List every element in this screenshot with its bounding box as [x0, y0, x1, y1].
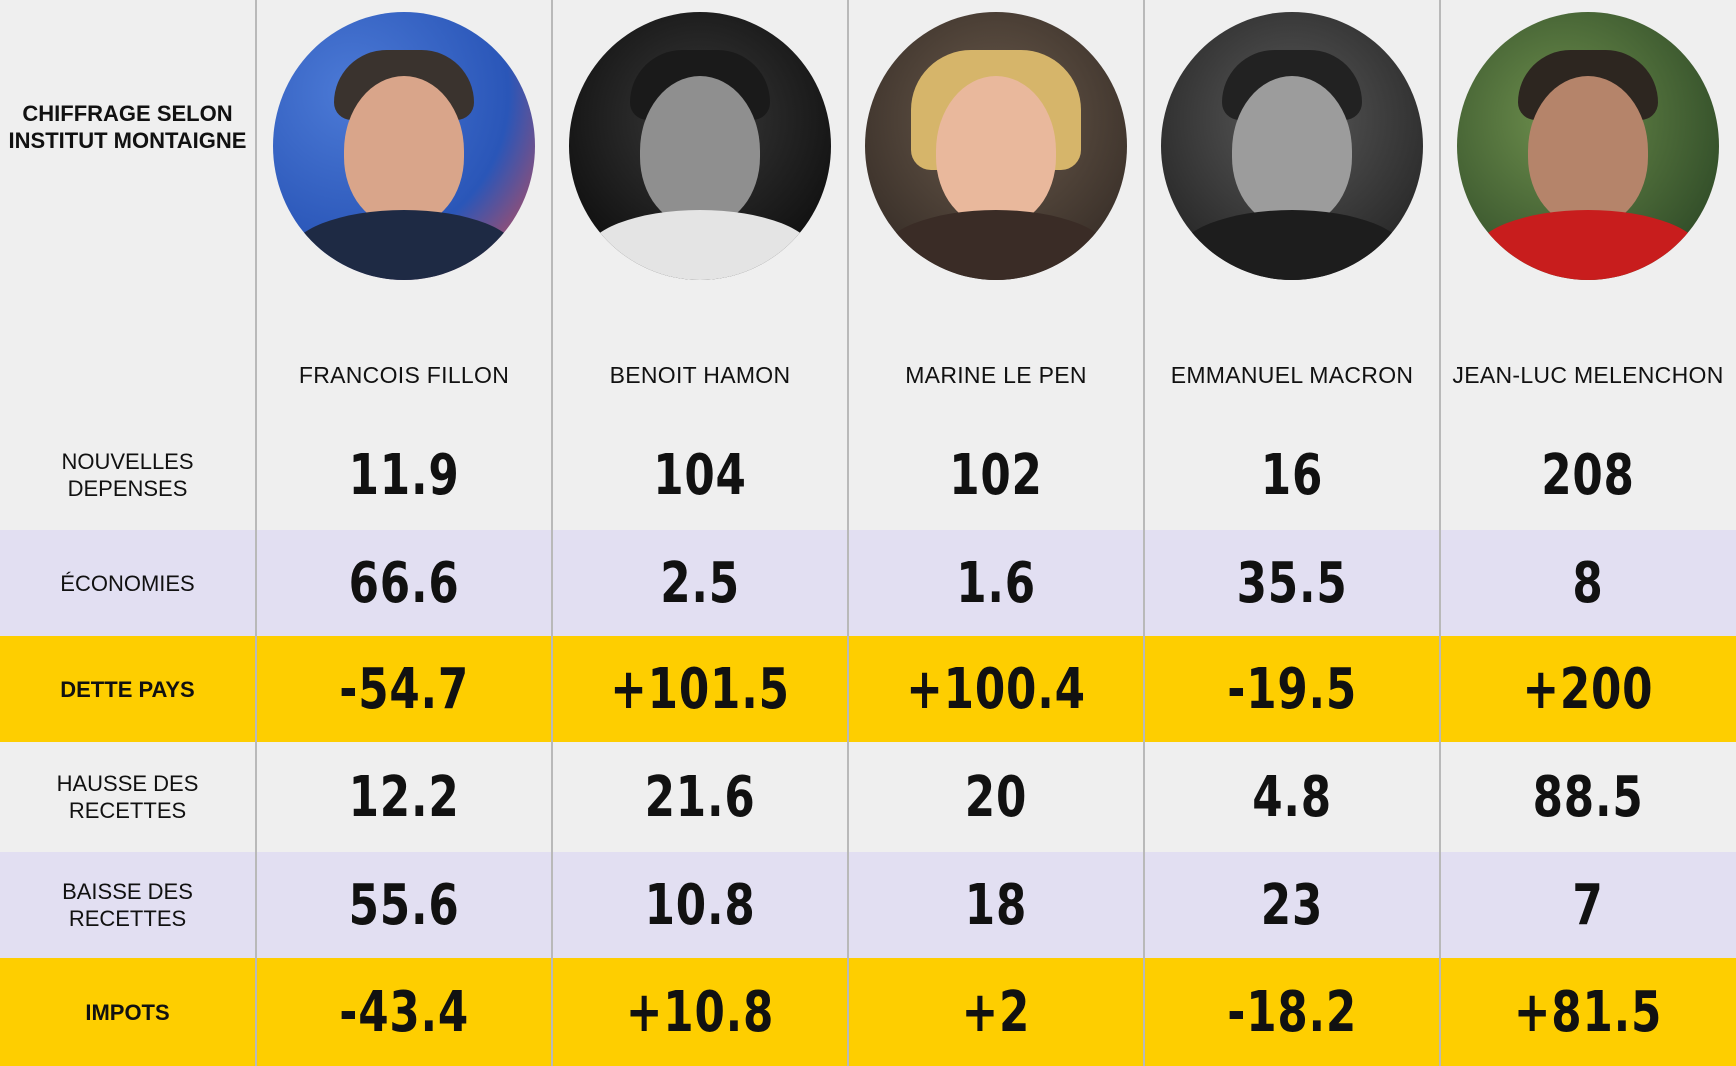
- value-cell: 16: [1260, 442, 1324, 508]
- candidate-column-header: JEAN-LUC MELENCHON: [1439, 0, 1735, 420]
- candidate-photo: [1161, 12, 1423, 280]
- value-cell: 21.6: [644, 764, 756, 830]
- value-cell: 18: [964, 872, 1028, 938]
- table-title: CHIFFRAGE SELON INSTITUT MONTAIGNE: [8, 101, 247, 153]
- value-cell: +81.5: [1513, 979, 1663, 1045]
- candidate-photo: [1457, 12, 1719, 280]
- candidate-column-header: BENOIT HAMON: [551, 0, 847, 420]
- value-cell: 12.2: [348, 764, 460, 830]
- value-cell: -54.7: [339, 656, 469, 722]
- value-cell: 55.6: [348, 872, 460, 938]
- value-cell: +200: [1522, 656, 1654, 722]
- value-cell: 11.9: [348, 442, 460, 508]
- value-cell: +10.8: [625, 979, 775, 1045]
- row-label: ÉCONOMIES: [60, 570, 195, 596]
- value-cell: 104: [653, 442, 747, 508]
- row-label: IMPOTS: [85, 999, 170, 1025]
- value-cell: 35.5: [1236, 550, 1348, 616]
- candidate-column-header: FRANCOIS FILLON: [255, 0, 551, 420]
- table-row: ÉCONOMIES 66.6 2.5 1.6 35.5 8: [0, 530, 1736, 636]
- value-cell: +101.5: [610, 656, 790, 722]
- value-cell: 66.6: [348, 550, 460, 616]
- row-label: HAUSSE DES RECETTES: [56, 771, 199, 823]
- table-row: BAISSE DES RECETTES 55.6 10.8 18 23 7: [0, 852, 1736, 958]
- value-cell: 7: [1572, 872, 1604, 938]
- value-cell: 8: [1572, 550, 1604, 616]
- value-cell: 102: [949, 442, 1043, 508]
- value-cell: 23: [1260, 872, 1324, 938]
- value-cell: +2: [961, 979, 1031, 1045]
- candidate-name: FRANCOIS FILLON: [298, 362, 510, 388]
- candidate-name: BENOIT HAMON: [609, 362, 791, 388]
- value-cell: +100.4: [906, 656, 1086, 722]
- row-label: NOUVELLES DEPENSES: [61, 449, 194, 501]
- candidate-name: EMMANUEL MACRON: [1170, 362, 1414, 388]
- value-cell: 1.6: [956, 550, 1036, 616]
- table-row: HAUSSE DES RECETTES 12.2 21.6 20 4.8 88.…: [0, 742, 1736, 852]
- candidate-column-header: EMMANUEL MACRON: [1143, 0, 1439, 420]
- value-cell: 20: [964, 764, 1028, 830]
- value-cell: 88.5: [1532, 764, 1644, 830]
- candidate-photo: [273, 12, 535, 280]
- value-cell: -43.4: [339, 979, 469, 1045]
- value-cell: 4.8: [1252, 764, 1332, 830]
- value-cell: 208: [1541, 442, 1635, 508]
- candidate-name: MARINE LE PEN: [905, 362, 1087, 388]
- row-label: DETTE PAYS: [60, 676, 195, 702]
- table-row: DETTE PAYS -54.7 +101.5 +100.4 -19.5 +20…: [0, 636, 1736, 742]
- value-cell: -18.2: [1227, 979, 1357, 1045]
- row-label: BAISSE DES RECETTES: [62, 879, 193, 931]
- candidate-name: JEAN-LUC MELENCHON: [1452, 362, 1724, 388]
- value-cell: -19.5: [1227, 656, 1357, 722]
- value-cell: 2.5: [660, 550, 740, 616]
- candidate-photo: [569, 12, 831, 280]
- candidate-column-header: MARINE LE PEN: [847, 0, 1143, 420]
- header-row: CHIFFRAGE SELON INSTITUT MONTAIGNE FRANC…: [0, 0, 1736, 420]
- value-cell: 10.8: [644, 872, 756, 938]
- table-row: IMPOTS -43.4 +10.8 +2 -18.2 +81.5: [0, 958, 1736, 1066]
- candidate-photo: [865, 12, 1127, 280]
- table-row: NOUVELLES DEPENSES 11.9 104 102 16 208: [0, 420, 1736, 530]
